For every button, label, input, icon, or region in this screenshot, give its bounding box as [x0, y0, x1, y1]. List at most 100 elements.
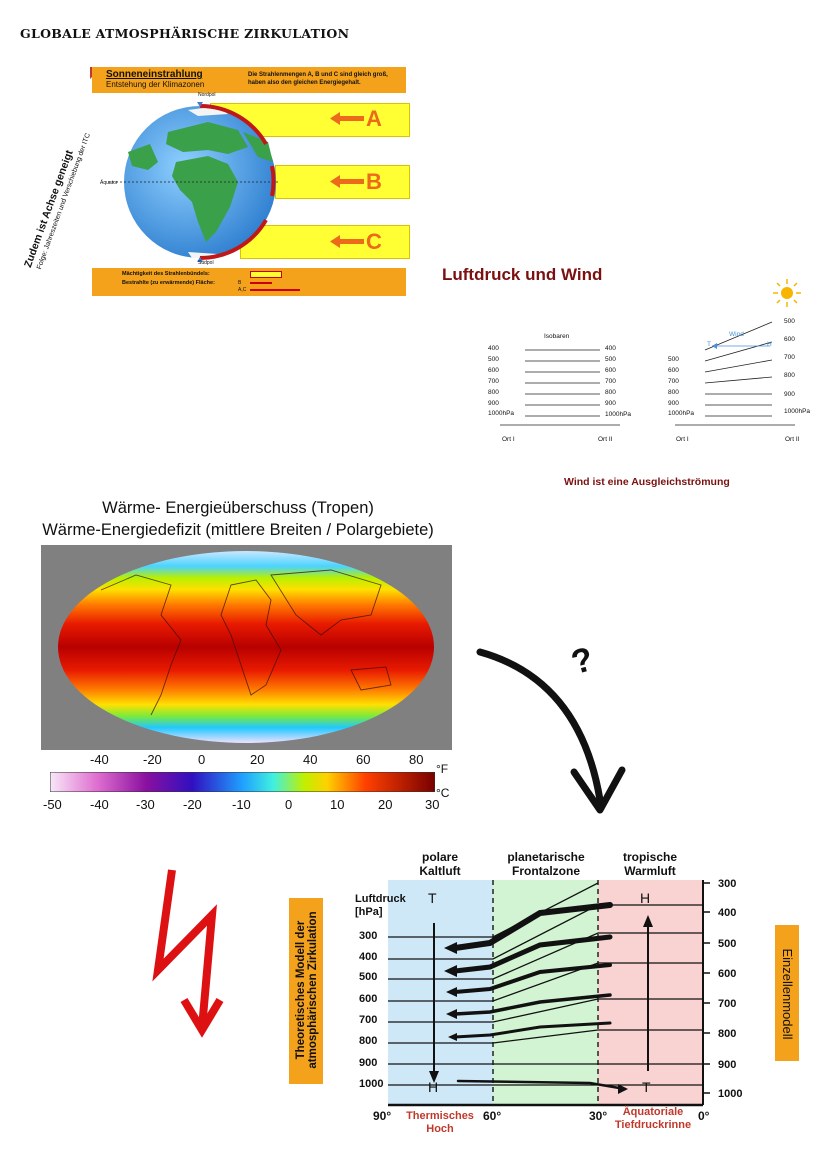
c-tick-5: 0 [285, 797, 293, 812]
temperature-colorbar [50, 772, 435, 792]
iso-rightb-level-4: 900 [668, 400, 679, 407]
zone-frontal [493, 880, 598, 1105]
iso-rightb-level-1: 600 [668, 367, 679, 374]
iso-left-level-3: 700 [488, 378, 499, 385]
f-tick-3: 20 [250, 752, 265, 767]
insolation-legend: Mächtigkeit des Strahlenbündels: Bestrah… [92, 268, 406, 296]
polar-h-label: H [428, 1079, 439, 1095]
side-box-left: Theoretisches Modell der atmosphärischen… [289, 898, 323, 1084]
legend-swatch-bundle [250, 271, 282, 278]
ray-band-c [240, 225, 410, 259]
tropic-t-label: T [642, 1079, 651, 1095]
circ-right-level-0: 300 [718, 878, 737, 890]
circ-left-level-5: 800 [359, 1035, 378, 1047]
label-equatorial-low: Äquatoriale Tiefdruckrinne [614, 1106, 692, 1131]
c-tick-4: -10 [232, 797, 251, 812]
circ-right-level-1: 400 [718, 907, 737, 919]
isobars-label: Isobaren [544, 333, 570, 340]
legend-line-2: Bestrahlte (zu erwärmende) Fläche: [122, 280, 215, 286]
place-2-left: Ort II [598, 436, 613, 443]
insolation-title: Sonneneinstrahlung [106, 69, 203, 80]
circ-right-level-2: 500 [718, 938, 737, 950]
ray-arrows [330, 112, 364, 248]
circ-left-level-1: 400 [359, 951, 378, 963]
globe-diagram [108, 102, 364, 262]
flow-arrows [452, 902, 627, 1091]
south-pole-marker [197, 257, 203, 262]
f-unit: °F [436, 762, 449, 776]
transition-arrow [476, 648, 626, 814]
c-unit: °C [436, 786, 450, 800]
circ-left-level-3: 600 [359, 993, 378, 1005]
sun-icon [773, 279, 801, 307]
insolation-note: Die Strahlenmengen A, B und C sind gleic… [248, 72, 388, 86]
legend-ac: A,C [238, 287, 247, 293]
x-label-0: 0° [698, 1109, 710, 1123]
rim-c [199, 218, 268, 261]
c-tick-7: 20 [378, 797, 393, 812]
side-label-left: Theoretisches Modell der atmosphärischen… [295, 911, 319, 1069]
coastlines [100, 569, 392, 716]
circulation-diagram [388, 880, 710, 1107]
iso-left-level-0: 400 [488, 345, 499, 352]
wind-h-label: H [767, 341, 772, 348]
circ-left-level-0: 300 [359, 930, 378, 942]
iso-mid-level-4: 800 [605, 389, 616, 396]
ray-label-a: A [366, 106, 382, 131]
map-ellipse [58, 551, 434, 743]
wind-t-label: T [707, 341, 711, 348]
circ-right-level-7: 1000 [718, 1088, 743, 1100]
north-pole-marker [197, 102, 203, 107]
iso-righte-level-4: 900 [784, 391, 795, 398]
iso-rightb-level-5: 1000hPa [668, 410, 695, 417]
equator-label: Äquator [100, 180, 118, 186]
iso-mid-level-5: 900 [605, 400, 616, 407]
iso-left-level-6: 1000hPa [488, 410, 515, 417]
iso-left-level-4: 800 [488, 389, 499, 396]
iso-rightb-level-0: 500 [668, 356, 679, 363]
rim-b [270, 165, 276, 197]
f-tick-1: -20 [143, 752, 162, 767]
iso-mid-level-1: 500 [605, 356, 616, 363]
zone-tropical [598, 880, 703, 1105]
zone-polar [388, 880, 493, 1105]
zone-label-polar: polare Kaltluft [419, 850, 461, 878]
isobars [388, 882, 703, 1086]
iso-rightb-level-3: 800 [668, 389, 679, 396]
c-tick-2: -30 [136, 797, 155, 812]
circ-right-level-6: 900 [718, 1059, 737, 1071]
iso-righte-level-0: 500 [784, 318, 795, 325]
heatmap-title-2: Wärme-Energiedefizit (mittlere Breiten /… [42, 521, 434, 539]
insolation-banner: Sonneneinstrahlung Entstehung der Klimaz… [92, 67, 406, 93]
world-temperature-map [41, 545, 452, 750]
legend-swatch-ac [250, 289, 300, 291]
ray-label-c: C [366, 229, 382, 254]
wind-caption: Wind ist eine Ausgleichströmung [564, 476, 730, 488]
insolation-subtitle: Entstehung der Klimazonen [106, 80, 205, 89]
circ-left-level-6: 900 [359, 1057, 378, 1069]
continent-africa [172, 156, 238, 242]
wind-label: Wind [729, 331, 744, 338]
f-tick-6: 80 [409, 752, 424, 767]
y-axis-label: Luftdruck [hPa] [355, 893, 406, 918]
lightning-icon [152, 869, 224, 1038]
ray-label-b: B [366, 169, 382, 194]
tropic-h-label: H [640, 890, 651, 906]
arrow-heads [444, 942, 628, 1094]
circ-right-level-5: 800 [718, 1028, 737, 1040]
isobar-lines [500, 321, 795, 426]
f-tick-2: 0 [198, 752, 206, 767]
heatmap-title-1: Wärme- Energieüberschuss (Tropen) [102, 499, 374, 517]
iso-left-level-5: 900 [488, 400, 499, 407]
c-tick-6: 10 [330, 797, 345, 812]
circ-right-level-4: 700 [718, 998, 737, 1010]
circ-right-level-3: 600 [718, 968, 737, 980]
f-tick-5: 60 [356, 752, 371, 767]
place-1-right: Ort I [676, 436, 689, 443]
circ-left-level-7: 1000 [359, 1078, 384, 1090]
f-tick-0: -40 [90, 752, 109, 767]
polar-t-label: T [428, 890, 437, 906]
iso-righte-level-1: 600 [784, 336, 795, 343]
c-tick-1: -40 [90, 797, 109, 812]
iso-left-level-1: 500 [488, 356, 499, 363]
